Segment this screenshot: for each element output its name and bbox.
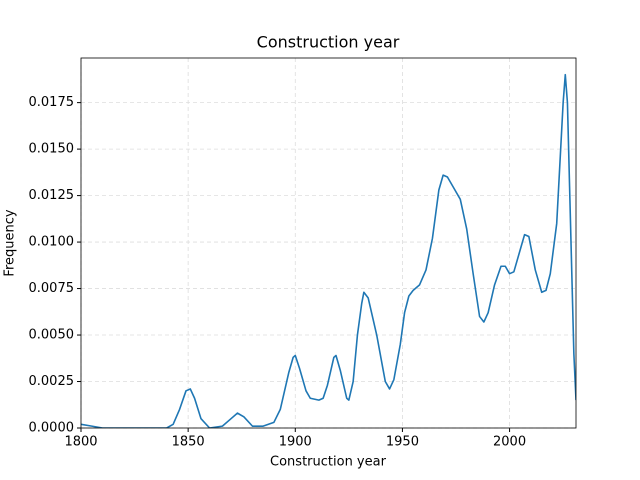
line-series xyxy=(81,73,576,428)
y-tick-label: 0.0075 xyxy=(29,281,75,296)
x-axis-label: Construction year xyxy=(270,455,387,470)
x-tick-label: 2000 xyxy=(493,435,526,450)
y-tick-label: 0.0125 xyxy=(29,188,75,203)
x-tick-label: 1850 xyxy=(172,435,205,450)
x-tick-label: 1800 xyxy=(64,435,97,450)
y-tick-label: 0.0050 xyxy=(29,328,75,343)
y-tick-label: 0.0175 xyxy=(29,95,75,110)
y-tick-label: 0.0025 xyxy=(29,374,75,389)
chart-title: Construction year xyxy=(257,33,400,52)
x-tick-label: 1950 xyxy=(386,435,419,450)
y-tick-label: 0.0100 xyxy=(29,235,75,250)
plot-frame xyxy=(80,57,577,429)
y-tick-label: 0.0150 xyxy=(29,142,75,157)
y-axis-label: Frequency xyxy=(3,209,18,276)
y-tick-label: 0.0000 xyxy=(29,421,75,436)
x-tick-label: 1900 xyxy=(279,435,312,450)
